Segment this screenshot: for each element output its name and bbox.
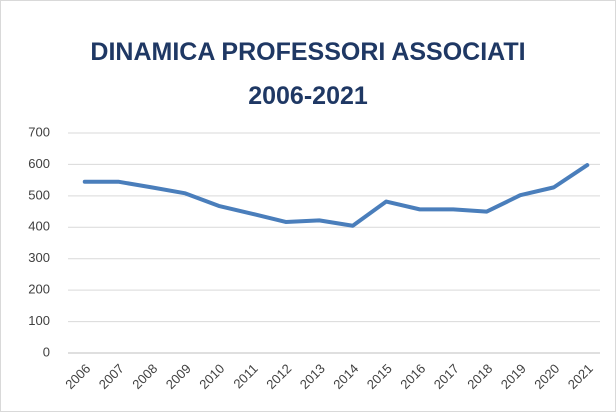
y-tick-label: 0	[43, 344, 50, 359]
y-tick-label: 100	[28, 313, 50, 328]
y-tick-label: 300	[28, 250, 50, 265]
data-line	[82, 163, 590, 228]
chart-title: DINAMICA PROFESSORI ASSOCIATI 2006-2021	[90, 38, 526, 110]
y-tick-label: 200	[28, 282, 50, 297]
y-tick-label: 400	[28, 219, 50, 234]
y-tick-label: 600	[28, 156, 50, 171]
y-tick-label: 700	[28, 124, 50, 139]
y-tick-label: 500	[28, 187, 50, 202]
